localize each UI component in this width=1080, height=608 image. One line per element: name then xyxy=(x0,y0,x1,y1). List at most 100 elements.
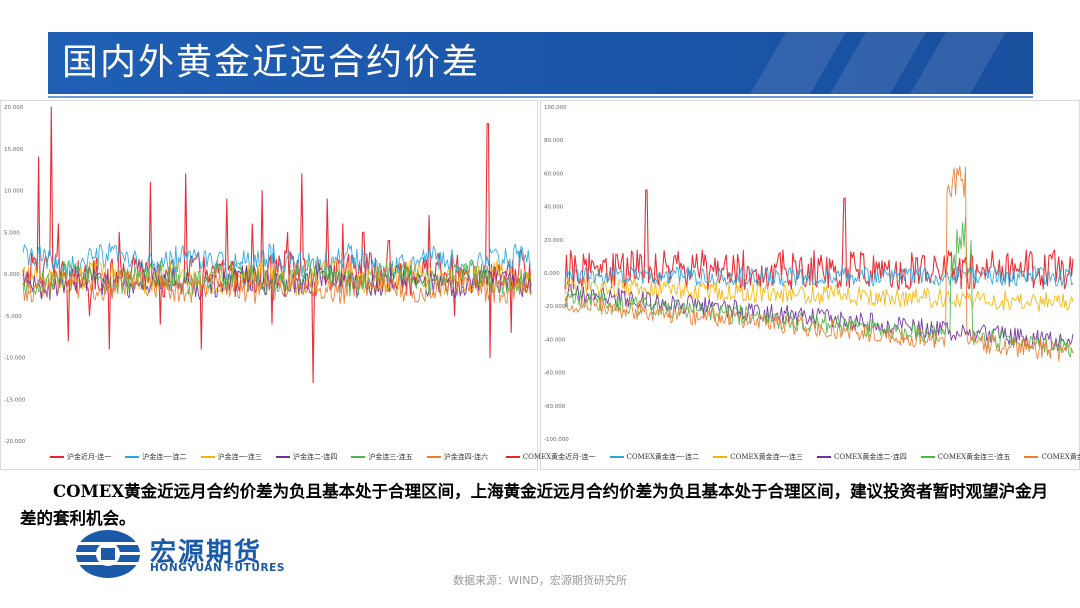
legend-item: COMEX黄金连三-连五 xyxy=(920,452,1011,462)
x-tick-label xyxy=(945,274,951,284)
legend-item: COMEX黄金连四-连六 xyxy=(1024,452,1080,462)
y-tick-label: 60.000 xyxy=(544,171,564,177)
legend-item: 沪金近月-连一 xyxy=(49,452,111,462)
x-tick-label xyxy=(564,274,570,284)
x-tick-label xyxy=(679,274,684,284)
x-tick-label xyxy=(35,275,40,285)
y-tick-label: -20.000 xyxy=(544,304,566,310)
x-tick-label xyxy=(653,274,659,284)
series-line-2 xyxy=(22,242,532,281)
y-tick-label: 10.000 xyxy=(4,189,24,195)
series-line-1 xyxy=(564,189,1074,291)
x-tick-label xyxy=(780,274,786,284)
x-tick-label xyxy=(162,275,167,285)
comex-gold-legend: COMEX黄金近月-连一 COMEX黄金连一-连二 COMEX黄金连一-连三 COME… xyxy=(505,449,1080,465)
x-tick-label xyxy=(225,275,231,285)
x-tick-label xyxy=(793,274,798,284)
x-tick-label xyxy=(590,274,595,284)
x-tick-label xyxy=(907,274,913,284)
legend-label: COMEX黄金连一-连二 xyxy=(626,453,700,461)
x-tick-label xyxy=(403,275,409,285)
series-line-6 xyxy=(22,268,532,305)
legend-label: COMEX黄金连一-连三 xyxy=(730,453,803,461)
legend-label: 沪金连二-连四 xyxy=(293,453,338,461)
x-tick-label xyxy=(640,274,646,284)
y-tick-label: 15.000 xyxy=(4,147,24,153)
x-tick-label xyxy=(996,274,1002,284)
legend-swatch xyxy=(276,456,290,458)
legend-item: 沪金连一-连二 xyxy=(125,452,187,462)
x-tick-label xyxy=(844,274,849,284)
data-source: 数据来源：WIND，宏源期货研究所 xyxy=(453,574,627,587)
x-tick-label xyxy=(856,274,862,284)
legend-swatch xyxy=(426,456,441,458)
x-tick-label xyxy=(251,275,256,285)
x-tick-label xyxy=(238,275,244,285)
x-tick-label xyxy=(691,274,697,284)
x-tick-label xyxy=(717,274,722,284)
x-tick-label xyxy=(276,275,282,285)
x-tick-label xyxy=(137,275,142,285)
x-tick-label xyxy=(187,275,193,285)
x-tick-label xyxy=(264,275,269,285)
y-tick-label: 20.000 xyxy=(4,105,24,111)
title-underline xyxy=(48,96,1033,98)
y-tick-label: -5.000 xyxy=(4,314,22,320)
legend-label: COMEX黄金连三-连五 xyxy=(937,453,1011,461)
shfe-gold-spread-chart: 20.000 15.000 10.000 5.000 0.000 -5.000 -10.00… xyxy=(0,100,538,470)
x-tick-label xyxy=(378,275,383,285)
x-tick-label xyxy=(111,275,117,285)
x-tick-label xyxy=(454,275,460,285)
title-bar: 国内外黄金近远合约价差 xyxy=(48,32,1033,94)
logo-chinese-text: 宏源期货 xyxy=(150,538,263,568)
x-tick-label xyxy=(894,274,900,284)
x-tick-label xyxy=(327,275,333,285)
x-tick-label xyxy=(365,275,371,285)
shfe-gold-spread-plot: 20.000 15.000 10.000 5.000 0.000 -5.000 -10.00… xyxy=(4,105,532,445)
x-tick-label xyxy=(1021,274,1027,284)
legend-item: COMEX黄金连一-连二 xyxy=(609,452,700,462)
series-line-5 xyxy=(22,259,532,297)
y-tick-label: -80.000 xyxy=(544,404,566,410)
x-tick-label xyxy=(806,274,811,284)
x-tick-label xyxy=(86,275,91,285)
y-tick-label: -20.000 xyxy=(4,439,26,445)
legend-swatch xyxy=(1024,456,1039,458)
x-tick-label xyxy=(666,274,671,284)
y-tick-label: 100.000 xyxy=(544,105,567,111)
y-tick-label: -40.000 xyxy=(544,337,566,343)
x-tick-label xyxy=(831,274,836,284)
x-tick-label xyxy=(416,275,421,285)
x-tick-label xyxy=(628,274,633,284)
legend-label: 沪金连四-连六 xyxy=(443,453,489,461)
legend-swatch xyxy=(125,456,140,458)
x-tick-label xyxy=(200,275,206,285)
company-logo: 宏源期货 HONGYUAN FUTURES xyxy=(74,528,314,580)
legend-label: COMEX黄金近月-连一 xyxy=(522,453,596,461)
x-tick-label xyxy=(729,274,735,284)
legend-swatch xyxy=(920,456,935,458)
x-tick-label xyxy=(505,275,510,285)
hongyuan-logo-icon xyxy=(76,530,140,578)
legend-label: 沪金连一-连二 xyxy=(142,453,187,461)
legend-swatch xyxy=(505,456,520,458)
y-tick-label: -100.000 xyxy=(544,437,569,443)
x-tick-label xyxy=(48,275,53,285)
legend-label: COMEX黄金连四-连六 xyxy=(1041,453,1080,461)
legend-item: COMEX黄金近月-连一 xyxy=(505,452,596,462)
x-tick-label xyxy=(302,275,307,285)
x-tick-label xyxy=(602,274,608,284)
x-tick-label xyxy=(60,275,66,285)
x-tick-label xyxy=(577,274,582,284)
x-tick-label xyxy=(882,274,887,284)
x-tick-label xyxy=(441,275,447,285)
x-tick-label xyxy=(429,275,434,285)
x-tick-label xyxy=(1034,274,1040,284)
legend-swatch xyxy=(351,456,366,458)
x-tick-label xyxy=(1009,274,1014,284)
x-tick-label xyxy=(933,274,938,284)
legend-item: COMEX黄金连一-连三 xyxy=(713,452,803,462)
legend-item: 沪金连一-连三 xyxy=(200,452,262,462)
x-tick-label xyxy=(124,275,129,285)
x-tick-label xyxy=(314,275,320,285)
